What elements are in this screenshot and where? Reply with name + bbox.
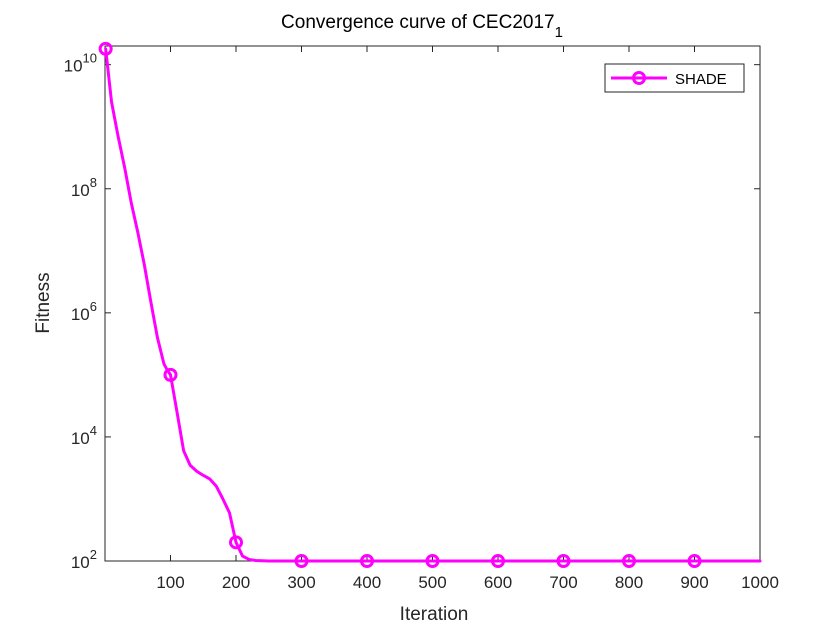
legend-label: SHADE [675, 71, 727, 88]
y-tick-exponent: 6 [90, 299, 97, 314]
plot-area [104, 45, 761, 562]
x-tick-label: 500 [418, 573, 446, 592]
y-tick-base: 10 [71, 553, 90, 572]
x-tick-label: 100 [156, 573, 184, 592]
y-tick-base: 10 [71, 429, 90, 448]
y-tick-exponent: 10 [83, 51, 97, 66]
series-marker [294, 554, 309, 568]
x-ticks: 100 200 300 400 500 600 700 800 900 1000 [156, 46, 779, 592]
y-tick-label: 1010 [64, 51, 97, 76]
y-tick-base: 10 [71, 181, 90, 200]
y-tick-base: 10 [64, 57, 83, 76]
x-tick-label: 600 [484, 573, 512, 592]
y-tick-label: 104 [71, 423, 97, 448]
y-tick-label: 106 [71, 299, 97, 324]
x-tick-label: 1000 [741, 573, 779, 592]
x-tick-label: 300 [287, 573, 315, 592]
x-axis-label: Iteration [400, 604, 469, 625]
series-marker [360, 554, 374, 568]
series-marker [622, 554, 636, 568]
series-group [98, 41, 762, 568]
y-axis-label: Fitness [33, 272, 54, 333]
x-tick-label: 700 [549, 573, 577, 592]
chart-title-main: Convergence curve of CEC2017 [281, 12, 555, 33]
x-tick-label: 400 [353, 573, 381, 592]
y-tick-label: 102 [71, 547, 97, 572]
legend: SHADE [604, 63, 745, 93]
legend-marker [632, 71, 646, 85]
series-marker [425, 554, 440, 568]
series-marker [556, 554, 571, 568]
chart-title: Convergence curve of CEC20171 [281, 12, 563, 41]
series-marker [491, 554, 505, 568]
y-tick-label: 108 [71, 175, 97, 200]
x-tick-label: 800 [615, 573, 643, 592]
x-tick-label: 200 [222, 573, 250, 592]
y-tick-exponent: 2 [90, 547, 97, 562]
y-tick-exponent: 4 [90, 423, 97, 438]
series-marker [98, 41, 113, 56]
y-tick-base: 10 [71, 305, 90, 324]
series-marker [229, 535, 243, 550]
chart-title-subscript: 1 [555, 24, 563, 41]
y-tick-exponent: 8 [90, 175, 97, 190]
series-marker [163, 367, 178, 382]
x-tick-label: 900 [680, 573, 708, 592]
series-line [104, 47, 762, 563]
series-marker [687, 554, 702, 568]
